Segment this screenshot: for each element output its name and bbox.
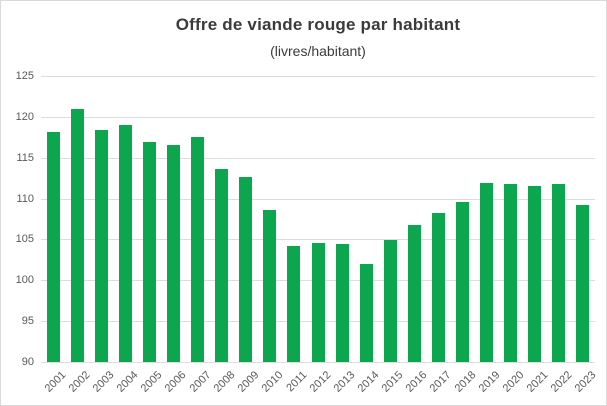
bar-2015 bbox=[383, 240, 397, 362]
bar-2001 bbox=[46, 131, 60, 362]
y-axis-tick-label: 110 bbox=[16, 192, 34, 205]
x-axis-tick-label: 2005 bbox=[139, 369, 165, 395]
bar-2009 bbox=[239, 176, 253, 362]
x-axis-tick-label: 2015 bbox=[379, 369, 406, 395]
x-axis-tick-label: 2007 bbox=[187, 369, 214, 395]
bar-2002 bbox=[70, 108, 84, 362]
x-axis-tick-label: 2011 bbox=[284, 369, 310, 395]
bar-2018 bbox=[456, 201, 470, 362]
y-axis-tick-label: 105 bbox=[15, 233, 34, 246]
gridline-y-115 bbox=[41, 157, 595, 159]
y-axis-tick-label: 125 bbox=[15, 70, 34, 82]
x-axis-tick-label: 2008 bbox=[211, 369, 238, 395]
gridline-y-110 bbox=[41, 198, 595, 200]
x-axis-tick-label: 2012 bbox=[307, 369, 334, 395]
bar-2005 bbox=[142, 142, 156, 362]
y-axis-tick-label: 115 bbox=[16, 151, 34, 164]
gridline-y-90 bbox=[41, 362, 595, 363]
x-axis-tick-label: 2017 bbox=[428, 369, 454, 395]
x-axis-tick-label: 2020 bbox=[500, 369, 527, 395]
bar-2006 bbox=[166, 145, 180, 362]
x-axis-tick-label: 2004 bbox=[114, 369, 141, 395]
x-axis-tick-label: 2016 bbox=[404, 369, 430, 395]
x-axis-tick-label: 2022 bbox=[548, 369, 575, 395]
gridline-y-125 bbox=[41, 76, 595, 77]
x-axis-tick-label: 2009 bbox=[235, 369, 262, 395]
bar-2007 bbox=[191, 137, 205, 362]
bar-2017 bbox=[431, 213, 445, 362]
bar-2008 bbox=[215, 169, 229, 362]
x-axis-tick-label: 2010 bbox=[259, 369, 286, 395]
bar-2010 bbox=[263, 210, 277, 362]
y-axis-tick-label: 95 bbox=[21, 315, 34, 328]
bar-2016 bbox=[407, 224, 421, 362]
x-axis-tick-label: 2002 bbox=[66, 369, 93, 395]
bar-2013 bbox=[335, 243, 349, 362]
x-axis-tick-label: 2023 bbox=[572, 369, 599, 395]
bar-2012 bbox=[311, 242, 325, 362]
chart-title: Offre de viande rouge par habitant bbox=[175, 15, 461, 34]
bar-2019 bbox=[480, 183, 494, 362]
x-axis-tick-label: 2006 bbox=[163, 369, 189, 395]
gridline-y-120 bbox=[41, 116, 595, 118]
bar-2021 bbox=[528, 186, 542, 362]
x-axis-tick-label: 2014 bbox=[355, 369, 382, 395]
y-axis-tick-label: 90 bbox=[21, 356, 34, 368]
x-axis-tick-label: 2019 bbox=[476, 369, 503, 395]
x-axis-tick-label: 2013 bbox=[331, 369, 358, 395]
x-axis-tick-label: 2001 bbox=[42, 369, 69, 395]
bar-2003 bbox=[94, 129, 108, 362]
y-axis-tick-label: 100 bbox=[15, 274, 34, 287]
bar-2022 bbox=[552, 183, 566, 362]
bar-2023 bbox=[576, 205, 590, 362]
bar-2004 bbox=[118, 125, 132, 362]
x-axis-tick-label: 2021 bbox=[524, 369, 551, 395]
gridline-y-105 bbox=[41, 239, 595, 241]
bar-2020 bbox=[504, 183, 518, 362]
bar-2011 bbox=[287, 245, 301, 362]
chart-subtitle: (livres/habitant) bbox=[270, 43, 366, 59]
x-axis-tick-label: 2003 bbox=[90, 369, 117, 395]
bar-2014 bbox=[359, 263, 373, 362]
y-axis-tick-label: 120 bbox=[15, 110, 34, 123]
x-axis-tick-label: 2018 bbox=[452, 369, 479, 395]
